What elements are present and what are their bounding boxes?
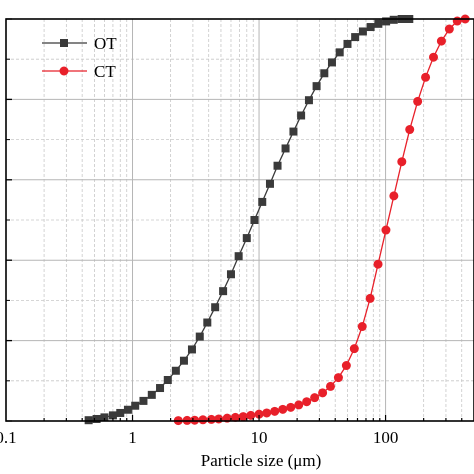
data-point-ot [84, 416, 93, 425]
data-point-ot [195, 332, 204, 341]
data-point-ot [108, 411, 117, 420]
data-point-ot [335, 48, 344, 57]
data-point-ot [171, 366, 180, 375]
data-point-ot [304, 96, 313, 105]
data-point-ot [187, 345, 196, 354]
data-point-ot [374, 19, 383, 28]
legend-label-ct: CT [94, 62, 116, 81]
x-tick-label: 1 [128, 428, 137, 447]
x-tick-label: 0.1 [0, 428, 17, 447]
data-point-ct [349, 344, 359, 354]
data-point-ct [413, 96, 423, 106]
data-point-ct [246, 410, 256, 420]
data-point-ot [234, 252, 243, 261]
data-point-ct [357, 322, 367, 332]
data-point-ct [254, 409, 264, 419]
data-point-ct [405, 125, 415, 135]
data-point-ct [230, 412, 240, 422]
data-point-ot [147, 390, 156, 399]
data-point-ot [351, 33, 360, 42]
data-point-ot [281, 144, 290, 153]
legend: OT CT [42, 34, 117, 81]
data-point-ct [318, 388, 328, 398]
data-point-ot [179, 356, 188, 365]
data-point-ct [421, 72, 431, 82]
data-point-ot [320, 69, 329, 78]
data-point-ot [366, 23, 375, 32]
x-tick-label: 10 [251, 428, 268, 447]
data-point-ct [302, 397, 312, 407]
data-point-ot [219, 287, 228, 296]
data-point-ot [203, 318, 212, 327]
data-point-ct [198, 415, 208, 425]
data-point-ot [116, 408, 125, 417]
data-point-ot [343, 39, 352, 48]
data-point-ot [389, 15, 398, 24]
data-point-ct [190, 415, 200, 425]
data-point-ct [286, 402, 296, 412]
data-point-ct [214, 414, 224, 424]
minor-gridlines [6, 19, 474, 421]
data-point-ct [278, 404, 288, 414]
data-point-ot [211, 303, 220, 312]
data-point-ot [327, 58, 336, 67]
legend-marker-ot [60, 39, 68, 47]
legend-marker-ct [59, 66, 69, 76]
legend-square [60, 39, 68, 47]
legend-label-ot: OT [94, 34, 117, 53]
data-point-ot [156, 384, 165, 393]
data-point-ct [325, 381, 335, 391]
data-point-ct [341, 361, 351, 371]
data-point-ot [265, 179, 274, 188]
data-point-ot [131, 401, 140, 410]
data-point-ct [294, 400, 304, 410]
x-axis-title: Particle size (μm) [201, 451, 322, 470]
data-point-ct [381, 225, 391, 235]
legend-circle [59, 66, 69, 76]
data-point-ct [389, 191, 399, 201]
data-point-ct [452, 16, 462, 26]
data-point-ct [238, 412, 248, 422]
data-point-ot [297, 111, 306, 120]
data-point-ct [365, 293, 375, 303]
data-point-ct [428, 52, 438, 62]
x-tick-labels: 0.1 1 10 100 [0, 428, 398, 447]
data-point-ot [258, 197, 267, 206]
data-point-ct [397, 157, 407, 167]
data-point-ot [100, 413, 109, 422]
axis-ticks [6, 18, 463, 422]
data-point-ot [139, 396, 148, 405]
data-point-ct [333, 373, 343, 383]
data-point-ct [310, 393, 320, 403]
data-point-ct [444, 24, 454, 34]
data-point-ct [270, 406, 280, 416]
data-point-ot [382, 17, 391, 26]
x-tick-label: 100 [373, 428, 399, 447]
data-point-ct [262, 408, 272, 418]
data-point-ot [273, 161, 282, 170]
data-point-ot [250, 216, 259, 224]
data-point-ot [358, 27, 367, 36]
data-point-ct [373, 259, 383, 269]
data-point-ot [92, 414, 101, 423]
data-point-ot [289, 127, 298, 136]
data-point-ct [436, 36, 446, 46]
data-point-ot [163, 375, 172, 384]
data-point-ot [226, 270, 235, 279]
data-point-ot [312, 82, 321, 91]
data-point-ot [123, 405, 132, 414]
data-point-ot [242, 234, 251, 243]
